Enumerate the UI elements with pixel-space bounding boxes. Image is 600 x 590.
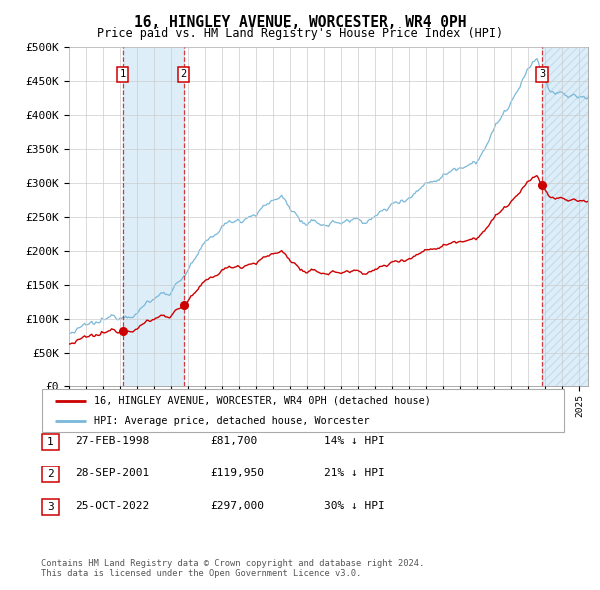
Text: Contains HM Land Registry data © Crown copyright and database right 2024.: Contains HM Land Registry data © Crown c… — [41, 559, 424, 568]
Text: Price paid vs. HM Land Registry's House Price Index (HPI): Price paid vs. HM Land Registry's House … — [97, 27, 503, 40]
Text: 2: 2 — [181, 70, 187, 79]
Text: 30% ↓ HPI: 30% ↓ HPI — [324, 501, 385, 510]
Text: 16, HINGLEY AVENUE, WORCESTER, WR4 0PH: 16, HINGLEY AVENUE, WORCESTER, WR4 0PH — [134, 15, 466, 30]
Bar — [542, 47, 588, 386]
Text: HPI: Average price, detached house, Worcester: HPI: Average price, detached house, Worc… — [94, 417, 370, 426]
FancyBboxPatch shape — [42, 389, 564, 432]
Text: 1: 1 — [119, 70, 126, 79]
Text: £81,700: £81,700 — [210, 436, 257, 445]
Text: 2: 2 — [47, 470, 54, 479]
FancyBboxPatch shape — [42, 434, 59, 450]
Text: This data is licensed under the Open Government Licence v3.0.: This data is licensed under the Open Gov… — [41, 569, 361, 578]
Text: 1: 1 — [47, 437, 54, 447]
Bar — [542, 47, 588, 386]
Text: £297,000: £297,000 — [210, 501, 264, 510]
Text: 25-OCT-2022: 25-OCT-2022 — [75, 501, 149, 510]
Text: 16, HINGLEY AVENUE, WORCESTER, WR4 0PH (detached house): 16, HINGLEY AVENUE, WORCESTER, WR4 0PH (… — [94, 396, 431, 406]
Text: 3: 3 — [539, 70, 545, 79]
Text: £119,950: £119,950 — [210, 468, 264, 478]
Text: 14% ↓ HPI: 14% ↓ HPI — [324, 436, 385, 445]
FancyBboxPatch shape — [42, 466, 59, 483]
FancyBboxPatch shape — [42, 499, 59, 514]
Text: 27-FEB-1998: 27-FEB-1998 — [75, 436, 149, 445]
Text: 3: 3 — [47, 502, 54, 512]
Bar — [122, 47, 184, 386]
Text: 28-SEP-2001: 28-SEP-2001 — [75, 468, 149, 478]
Text: 21% ↓ HPI: 21% ↓ HPI — [324, 468, 385, 478]
